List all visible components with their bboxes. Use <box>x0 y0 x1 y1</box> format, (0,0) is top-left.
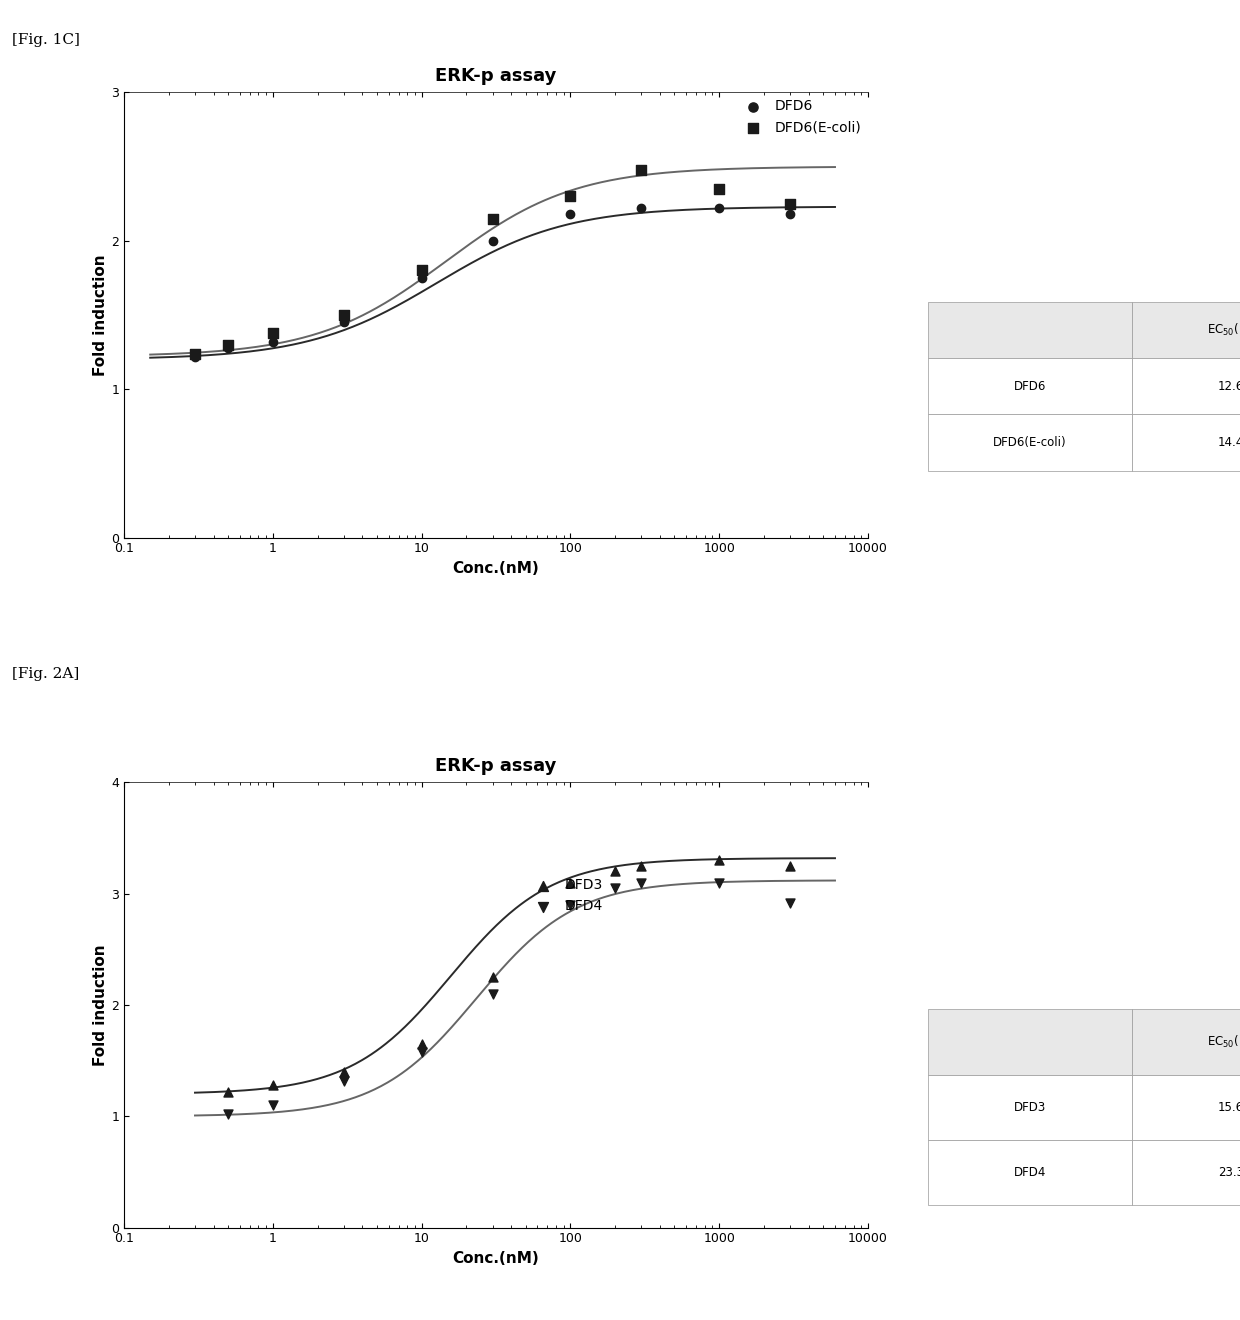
DFD6 <box>631 198 651 219</box>
DFD3 <box>412 1034 432 1055</box>
DFD4 <box>263 1094 283 1115</box>
DFD4 <box>334 1071 353 1092</box>
DFD3 <box>334 1061 353 1082</box>
DFD3 <box>218 1081 238 1102</box>
DFD3 <box>482 966 502 987</box>
DFD6(E-coli) <box>218 334 238 355</box>
DFD4 <box>631 873 651 894</box>
DFD4 <box>560 894 580 915</box>
DFD4 <box>482 983 502 1005</box>
Y-axis label: Fold induction: Fold induction <box>93 255 108 376</box>
DFD3 <box>605 861 625 882</box>
Text: [Fig. 2A]: [Fig. 2A] <box>12 667 79 681</box>
DFD4 <box>412 1041 432 1063</box>
DFD6 <box>709 198 729 219</box>
DFD6(E-coli) <box>482 209 502 230</box>
DFD6 <box>185 346 205 367</box>
DFD6(E-coli) <box>780 193 800 214</box>
Y-axis label: Fold induction: Fold induction <box>93 944 108 1065</box>
DFD6 <box>218 337 238 358</box>
DFD6(E-coli) <box>263 322 283 343</box>
DFD6(E-coli) <box>334 305 353 326</box>
Legend: DFD3, DFD4: DFD3, DFD4 <box>533 878 603 913</box>
Title: ERK-p assay: ERK-p assay <box>435 67 557 86</box>
DFD6 <box>263 331 283 352</box>
DFD6(E-coli) <box>412 260 432 281</box>
DFD6 <box>412 268 432 289</box>
DFD6 <box>560 203 580 224</box>
DFD3 <box>263 1074 283 1096</box>
DFD6 <box>334 312 353 333</box>
DFD4 <box>709 873 729 894</box>
DFD6(E-coli) <box>631 158 651 180</box>
X-axis label: Conc.(nM): Conc.(nM) <box>453 561 539 576</box>
DFD6(E-coli) <box>560 186 580 207</box>
DFD4 <box>605 878 625 899</box>
Legend: DFD6, DFD6(E-coli): DFD6, DFD6(E-coli) <box>743 99 861 135</box>
DFD6 <box>482 230 502 251</box>
DFD4 <box>218 1104 238 1125</box>
DFD6(E-coli) <box>185 343 205 364</box>
Title: ERK-p assay: ERK-p assay <box>435 758 557 775</box>
DFD3 <box>780 855 800 876</box>
DFD3 <box>631 855 651 876</box>
Text: [Fig. 1C]: [Fig. 1C] <box>12 33 81 48</box>
X-axis label: Conc.(nM): Conc.(nM) <box>453 1251 539 1266</box>
DFD6(E-coli) <box>709 178 729 199</box>
DFD4 <box>780 892 800 913</box>
DFD6 <box>780 203 800 224</box>
DFD3 <box>709 850 729 871</box>
DFD3 <box>560 873 580 894</box>
